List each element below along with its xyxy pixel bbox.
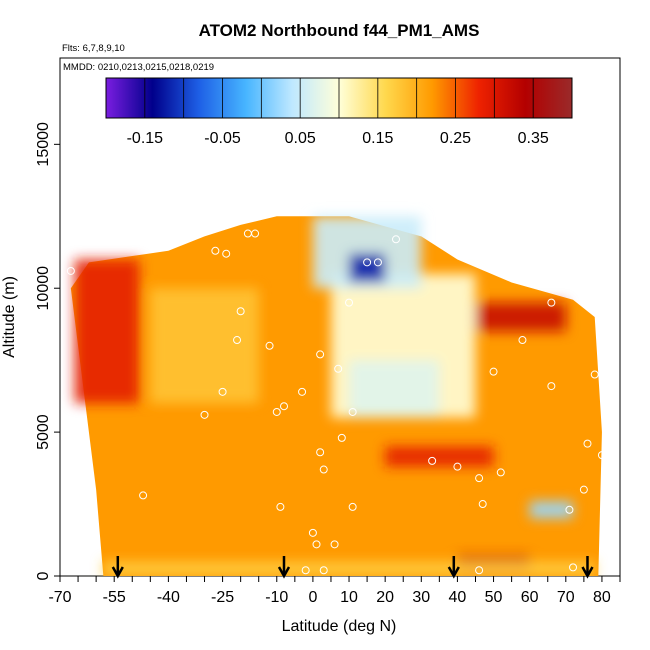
x-tick-label: -55 [103,589,126,606]
x-axis: -70 -55 -40 -25 -10 0 10 20 30 40 50 60 70 80 [48,576,621,606]
x-tick-label: 0 [308,589,317,606]
x-tick-label: 80 [593,589,611,606]
sample-point [475,474,484,483]
sample-point [330,540,339,549]
sample-point [392,235,400,244]
heatmap-region [385,446,494,467]
heatmap-layer [70,216,602,576]
sample-point [139,491,148,500]
chart-title: ATOM2 Northbound f44_PM1_AMS [199,21,480,40]
sample-point [308,528,317,537]
sample-point [272,407,281,416]
dates-subtitle: MMDD: 0210,0213,0215,0218,0219 [63,62,214,73]
flight-arrows [111,556,594,579]
sample-point [251,229,260,238]
sample-point [280,402,288,411]
y-tick-label: 0 [35,571,52,580]
sample-point [222,249,231,258]
sample-point [200,410,209,419]
sample-point [66,266,75,275]
heatmap-region [103,561,595,576]
x-tick-label: -10 [265,589,288,606]
sample-point [312,540,321,549]
sample-point [583,439,592,448]
sample-point [453,462,462,471]
x-axis-label: Latitude (deg N) [282,618,397,635]
sample-point [348,407,357,416]
colorbar-tick-label: 0.25 [440,130,471,147]
sample-point [316,448,325,457]
colorbar-tick-label: 0.15 [362,130,393,147]
sample-point [233,336,242,345]
sample-point [345,298,354,307]
sample-point [475,566,484,575]
sample-point [569,563,578,572]
colorbar-tick-label: -0.15 [127,130,164,147]
heatmap-region [475,302,566,332]
heatmap-region [349,253,386,283]
x-tick-label: 10 [340,589,358,606]
sample-point [276,502,285,511]
sample-point [218,387,227,396]
heatmap-region [349,360,440,418]
sample-point [301,566,310,575]
x-tick-label: 50 [485,589,503,606]
sample-point [590,370,599,379]
x-tick-label: 40 [449,589,467,606]
x-tick-label: 20 [376,589,394,606]
sample-point [363,258,372,267]
arrow-marker [581,556,594,579]
sample-point [565,505,574,514]
x-tick-label: -25 [211,589,234,606]
x-tick-label: 70 [557,589,575,606]
colorbar-ticks: -0.15 -0.05 0.05 0.15 0.25 0.35 [127,78,549,147]
flights-subtitle: Flts: 6,7,8,9,10 [62,43,125,54]
sample-points-layer [66,229,606,575]
sample-point [316,350,325,359]
colorbar-tick-label: -0.05 [204,130,241,147]
sample-point [337,433,346,442]
sample-point [597,451,606,460]
sample-point [265,341,274,350]
sample-point [518,336,527,345]
sample-point [428,456,437,465]
y-axis: 0 5000 10000 15000 [35,122,60,580]
sample-point [547,382,556,391]
y-axis-label: Altitude (m) [1,276,18,358]
colorbar-tick-label: 0.05 [285,130,316,147]
x-tick-label: -70 [48,589,71,606]
sample-point [236,307,245,316]
arrow-marker [447,556,460,579]
y-tick-label: 5000 [35,414,52,450]
x-tick-label: 60 [521,589,539,606]
heatmap-region [150,288,259,404]
sample-point [547,298,556,307]
arrow-marker [111,556,124,579]
sample-point [334,364,343,373]
sample-point [579,485,588,494]
sample-point [489,367,498,376]
heatmap-region [74,259,140,404]
sample-point [478,500,487,509]
x-tick-label: -40 [157,589,180,606]
x-tick-label: 30 [412,589,430,606]
arrow-marker [277,556,291,579]
sample-point [211,246,220,255]
sample-point [348,502,357,511]
heatmap-region [529,501,574,519]
colorbar-tick-label: 0.35 [518,130,549,147]
colorbar: -0.15 -0.05 0.05 0.15 0.25 0.35 [105,77,573,147]
sample-point [319,566,328,575]
sample-point [298,387,307,396]
y-tick-label: 15000 [35,122,52,167]
sample-point [496,468,505,477]
sample-point [373,258,382,267]
y-tick-label: 10000 [35,266,52,311]
sample-point [319,465,328,474]
